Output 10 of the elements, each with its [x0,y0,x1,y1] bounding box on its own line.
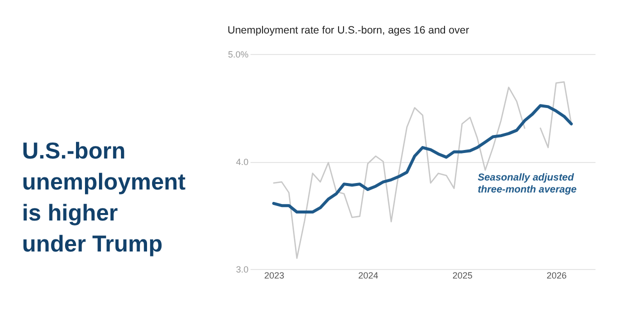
x-tick-label: 2026 [546,270,567,280]
y-tick-label: 3.0 [236,264,248,274]
text: U.S.-born unemployment is higher under Trump [22,138,186,256]
chart-subtitle: Unemployment rate for U.S.-born, ages 16 and over [227,24,470,36]
x-tick-label: 2023 [264,270,284,280]
x-tick-label: 2025 [452,270,473,280]
y-tick-label: 4.0 [236,157,248,167]
x-tick-label: 2024 [358,270,378,280]
annotation: Seasonally adjusted three-month average [478,172,578,196]
y-tick-label: 5.0% [228,50,248,60]
